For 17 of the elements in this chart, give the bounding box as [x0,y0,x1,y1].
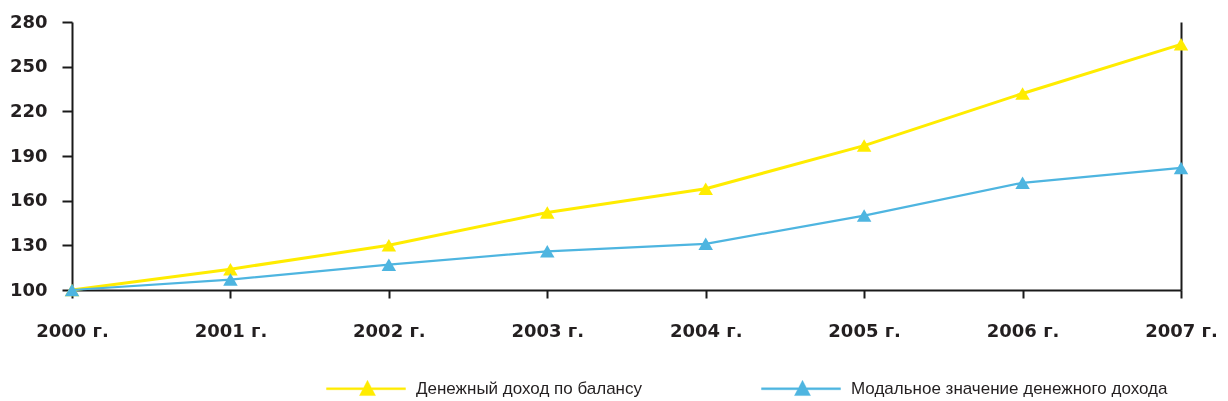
y-tick-label: 100 [9,278,48,300]
y-tick-label: 130 [9,233,48,255]
x-tick-label: 2005 г. [828,319,901,341]
x-tick-label: 2003 г. [511,319,585,341]
y-tick-label: 250 [9,55,48,77]
x-tick-label: 2006 г. [986,319,1060,341]
x-tick-label: 2004 г. [669,319,743,341]
x-tick-label: 2000 г. [36,319,109,341]
y-tick-label: 190 [9,144,48,166]
legend-label: Денежный доход по балансу [416,378,643,398]
x-tick-label: 2007 г. [1145,319,1218,341]
y-tick-label: 160 [9,189,48,211]
x-tick-label: 2002 г. [353,319,426,341]
y-tick-label: 220 [9,99,48,121]
x-tick-label: 2001 г. [194,319,268,341]
legend-label: Модальное значение денежного дохода [851,378,1168,398]
y-tick-label: 280 [9,10,48,32]
